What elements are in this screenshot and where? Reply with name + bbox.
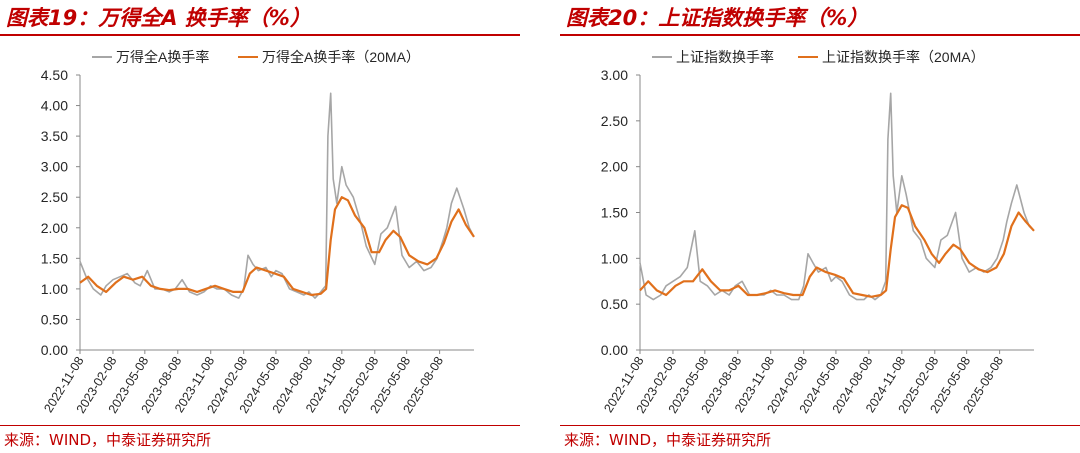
legend-label: 万得全A换手率 xyxy=(116,49,209,65)
y-tick-label: 2.00 xyxy=(41,220,68,236)
turnover-chart-wind-a: 万得全A换手率 万得全A换手率（20MA） 0.00 0.50 1.00 1.50 2.00… xyxy=(41,49,475,416)
y-tick-label: 0.50 xyxy=(41,311,68,327)
y-tick-label: 1.50 xyxy=(601,205,628,221)
y-tick-label: 2.00 xyxy=(601,159,628,175)
legend-label: 万得全A换手率（20MA） xyxy=(262,49,420,65)
y-tick-label: 3.50 xyxy=(41,128,68,144)
legend-label: 上证指数换手率（20MA） xyxy=(822,49,985,65)
series-line-20ma xyxy=(639,204,1035,298)
y-tick-label: 3.00 xyxy=(41,159,68,175)
y-tick-label: 1.00 xyxy=(41,281,68,297)
y-tick-label: 2.50 xyxy=(601,113,628,129)
source-note: 来源：WIND，中泰证券研究所 xyxy=(564,431,772,449)
y-tick-label: 4.50 xyxy=(41,67,68,83)
y-tick-label: 0.00 xyxy=(601,342,628,358)
title-divider xyxy=(0,34,520,36)
turnover-chart-shanghai: 上证指数换手率 上证指数换手率（20MA） 0.00 0.50 1.00 1.50 2.00… xyxy=(601,49,1035,416)
y-tick-label: 3.00 xyxy=(601,67,628,83)
source-divider xyxy=(560,425,1080,426)
y-tick-label: 2.50 xyxy=(41,189,68,205)
series-line-raw xyxy=(79,92,475,299)
y-tick-label: 4.00 xyxy=(41,98,68,114)
y-tick-label: 1.00 xyxy=(601,250,628,266)
series-line-20ma xyxy=(79,196,475,297)
series-line-raw xyxy=(639,92,1035,301)
legend: 上证指数换手率 上证指数换手率（20MA） xyxy=(652,49,985,65)
figure-title: 图表20：上证指数换手率（%） xyxy=(566,6,869,30)
figure-panel-20: 图表20：上证指数换手率（%） 上证指数换手率 上证指数换手率（20MA） 0.00… xyxy=(560,0,1080,453)
source-divider xyxy=(0,425,520,426)
source-note: 来源：WIND，中泰证券研究所 xyxy=(4,431,212,449)
y-tick-label: 0.50 xyxy=(601,296,628,312)
title-divider xyxy=(560,34,1080,36)
figure-title: 图表19：万得全A 换手率（%） xyxy=(6,6,311,30)
y-tick-label: 0.00 xyxy=(41,342,68,358)
legend-label: 上证指数换手率 xyxy=(676,49,774,65)
legend: 万得全A换手率 万得全A换手率（20MA） xyxy=(92,49,420,65)
figure-panel-19: 图表19：万得全A 换手率（%） 万得全A换手率 万得全A换手率（20MA） 0.0… xyxy=(0,0,520,453)
y-tick-label: 1.50 xyxy=(41,250,68,266)
